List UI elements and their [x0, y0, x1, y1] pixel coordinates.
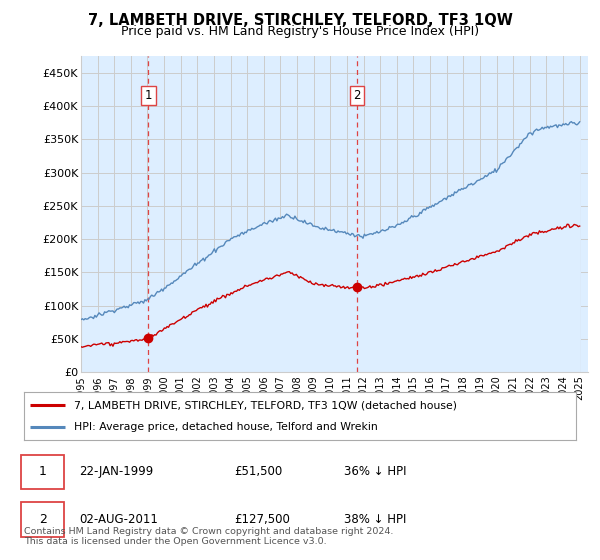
Text: 2: 2 — [39, 513, 47, 526]
Text: 7, LAMBETH DRIVE, STIRCHLEY, TELFORD, TF3 1QW (detached house): 7, LAMBETH DRIVE, STIRCHLEY, TELFORD, TF… — [74, 400, 457, 410]
Text: £51,500: £51,500 — [234, 465, 282, 478]
Text: 02-AUG-2011: 02-AUG-2011 — [79, 513, 158, 526]
Text: 2: 2 — [353, 89, 361, 102]
Text: £127,500: £127,500 — [234, 513, 290, 526]
Text: HPI: Average price, detached house, Telford and Wrekin: HPI: Average price, detached house, Telf… — [74, 422, 377, 432]
Text: Contains HM Land Registry data © Crown copyright and database right 2024.
This d: Contains HM Land Registry data © Crown c… — [24, 526, 394, 546]
Text: 22-JAN-1999: 22-JAN-1999 — [79, 465, 154, 478]
Text: Price paid vs. HM Land Registry's House Price Index (HPI): Price paid vs. HM Land Registry's House … — [121, 25, 479, 39]
FancyBboxPatch shape — [21, 502, 64, 536]
Text: 1: 1 — [39, 465, 47, 478]
FancyBboxPatch shape — [21, 455, 64, 489]
Text: 36% ↓ HPI: 36% ↓ HPI — [344, 465, 407, 478]
Text: 7, LAMBETH DRIVE, STIRCHLEY, TELFORD, TF3 1QW: 7, LAMBETH DRIVE, STIRCHLEY, TELFORD, TF… — [88, 13, 512, 28]
Text: 1: 1 — [145, 89, 152, 102]
Text: 38% ↓ HPI: 38% ↓ HPI — [344, 513, 407, 526]
